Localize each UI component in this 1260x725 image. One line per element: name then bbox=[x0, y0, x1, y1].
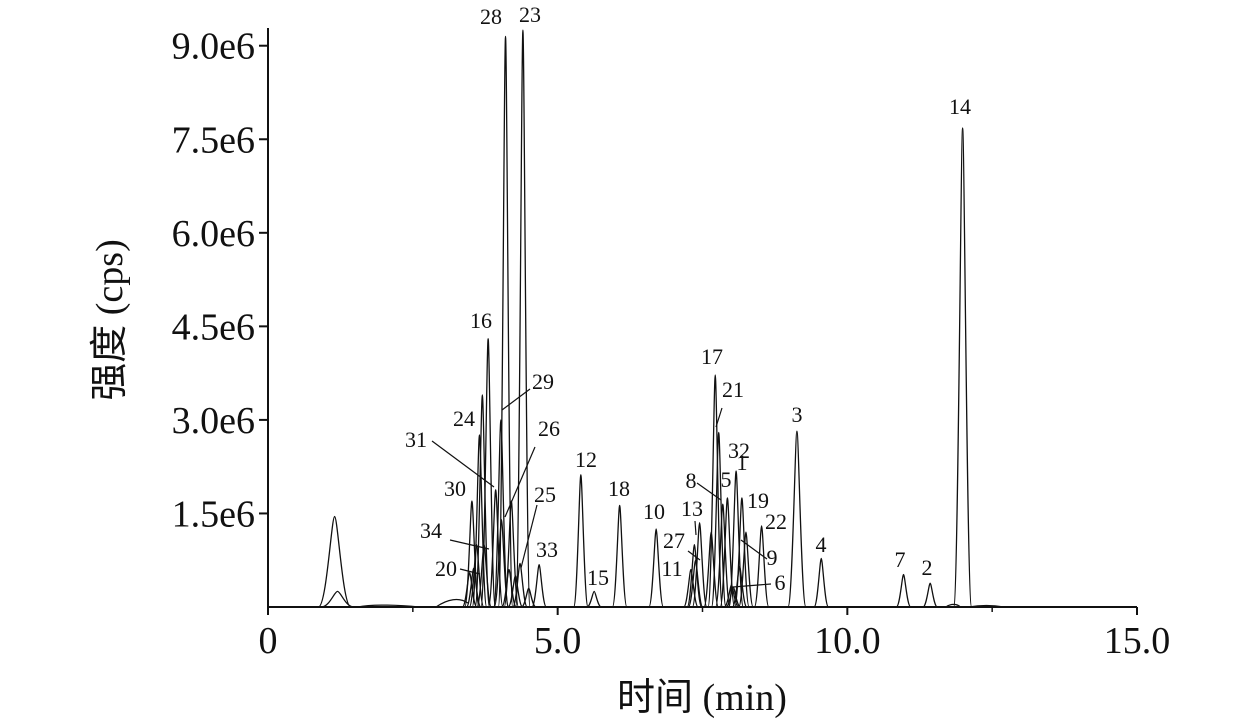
peak-23 bbox=[515, 29, 531, 608]
peak-label-27: 27 bbox=[663, 528, 685, 553]
y-tick-label: 7.5e6 bbox=[172, 119, 255, 161]
leader-line-31 bbox=[431, 440, 495, 488]
peak-label-34: 34 bbox=[420, 518, 442, 543]
peak-label-2: 2 bbox=[922, 555, 933, 580]
peak-label-7: 7 bbox=[895, 547, 906, 572]
peak-4 bbox=[813, 557, 830, 608]
peak-label-33: 33 bbox=[536, 537, 558, 562]
peak-20 bbox=[465, 567, 482, 608]
peak-29 bbox=[493, 419, 509, 608]
x-tick-label: 10.0 bbox=[814, 620, 881, 662]
peak-label-26: 26 bbox=[538, 416, 560, 441]
peak-2 bbox=[922, 582, 939, 608]
peak-31 bbox=[487, 489, 504, 608]
peak-11 bbox=[683, 568, 699, 608]
axis-layer bbox=[267, 28, 1137, 608]
peak-label-24: 24 bbox=[453, 406, 475, 431]
peak-label-15: 15 bbox=[587, 565, 609, 590]
unlabeled-peak bbox=[501, 568, 517, 608]
peak-12 bbox=[573, 474, 589, 608]
peak-13 bbox=[691, 522, 708, 608]
peak-label-6: 6 bbox=[775, 570, 786, 595]
peak-label-11: 11 bbox=[661, 556, 682, 581]
x-tick-label: 15.0 bbox=[1104, 620, 1171, 662]
x-axis-title: 时间 (min) bbox=[617, 677, 787, 719]
peak-label-8: 8 bbox=[686, 468, 697, 493]
peak-27 bbox=[687, 559, 704, 608]
peak-3 bbox=[787, 430, 807, 608]
leader-line-29 bbox=[501, 388, 531, 411]
unlabeled-peak bbox=[461, 572, 478, 608]
peak-label-22: 22 bbox=[765, 509, 787, 534]
peak-label-31: 31 bbox=[405, 427, 427, 452]
peak-label-20: 20 bbox=[435, 556, 457, 581]
peak-10 bbox=[648, 528, 664, 608]
peak-7 bbox=[895, 573, 912, 608]
unlabeled-peak bbox=[317, 515, 352, 608]
peak-28 bbox=[497, 35, 514, 608]
leader-line-9 bbox=[740, 539, 768, 560]
x-tick-label: 5.0 bbox=[534, 620, 582, 662]
unlabeled-peak bbox=[686, 543, 703, 608]
leader-line-6 bbox=[732, 583, 772, 588]
peak-label-9: 9 bbox=[767, 545, 778, 570]
peak-label-18: 18 bbox=[608, 476, 630, 501]
peak-label-10: 10 bbox=[643, 499, 665, 524]
unlabeled-peak bbox=[321, 590, 354, 608]
leader-line-25 bbox=[520, 504, 538, 569]
tick-layer: 0 5.0 10.0 15.0 1.5e6 3.0e6 4.5e6 6.0e6 7.5e6 9.0… bbox=[172, 26, 1171, 662]
peak-34 bbox=[476, 543, 492, 608]
peak-label-32: 32 bbox=[728, 438, 750, 463]
peak-label-5: 5 bbox=[721, 467, 732, 492]
peak-15 bbox=[586, 590, 602, 608]
peak-label-28: 28 bbox=[480, 4, 502, 29]
peak-label-13: 13 bbox=[681, 496, 703, 521]
peak-33 bbox=[531, 563, 547, 608]
peak-label-25: 25 bbox=[534, 482, 556, 507]
leader-line-34 bbox=[449, 539, 490, 550]
peak-21 bbox=[710, 431, 727, 608]
peak-8 bbox=[714, 503, 731, 608]
peak-label-4: 4 bbox=[816, 532, 827, 557]
y-axis-title: 强度 (cps) bbox=[89, 239, 131, 400]
leader-line-13 bbox=[694, 520, 697, 536]
leader-line-8 bbox=[696, 482, 722, 501]
baseline-trace bbox=[357, 598, 1004, 608]
x-tick-label: 0 bbox=[259, 620, 278, 662]
peak-label-23: 23 bbox=[519, 2, 541, 27]
y-tick-label: 6.0e6 bbox=[172, 213, 255, 255]
y-tick-label: 9.0e6 bbox=[172, 26, 255, 68]
peak-label-19: 19 bbox=[747, 488, 769, 513]
peak-label-17: 17 bbox=[701, 344, 723, 369]
peak-14 bbox=[952, 127, 973, 608]
peak-label-1: 1 bbox=[737, 450, 748, 475]
peak-label-12: 12 bbox=[575, 447, 597, 472]
peak-18 bbox=[611, 504, 628, 608]
peak-32 bbox=[728, 470, 744, 608]
leader-line-27 bbox=[687, 550, 701, 561]
peak-label-16: 16 bbox=[470, 308, 492, 333]
leader-line-21 bbox=[715, 407, 723, 428]
peak-17 bbox=[707, 374, 724, 608]
y-tick-label: 1.5e6 bbox=[172, 493, 255, 535]
peak-label-21: 21 bbox=[722, 377, 744, 402]
peak-22 bbox=[753, 525, 770, 608]
leader-line-20 bbox=[459, 568, 481, 575]
y-tick-label: 4.5e6 bbox=[172, 306, 255, 348]
peak-30 bbox=[464, 500, 480, 608]
peak-label-30: 30 bbox=[444, 476, 466, 501]
leader-line-26 bbox=[504, 446, 536, 518]
y-tick-label: 3.0e6 bbox=[172, 400, 255, 442]
peak-25 bbox=[512, 562, 528, 608]
peak-label-3: 3 bbox=[792, 402, 803, 427]
peak-label-14: 14 bbox=[949, 94, 971, 119]
peak-label-29: 29 bbox=[532, 369, 554, 394]
